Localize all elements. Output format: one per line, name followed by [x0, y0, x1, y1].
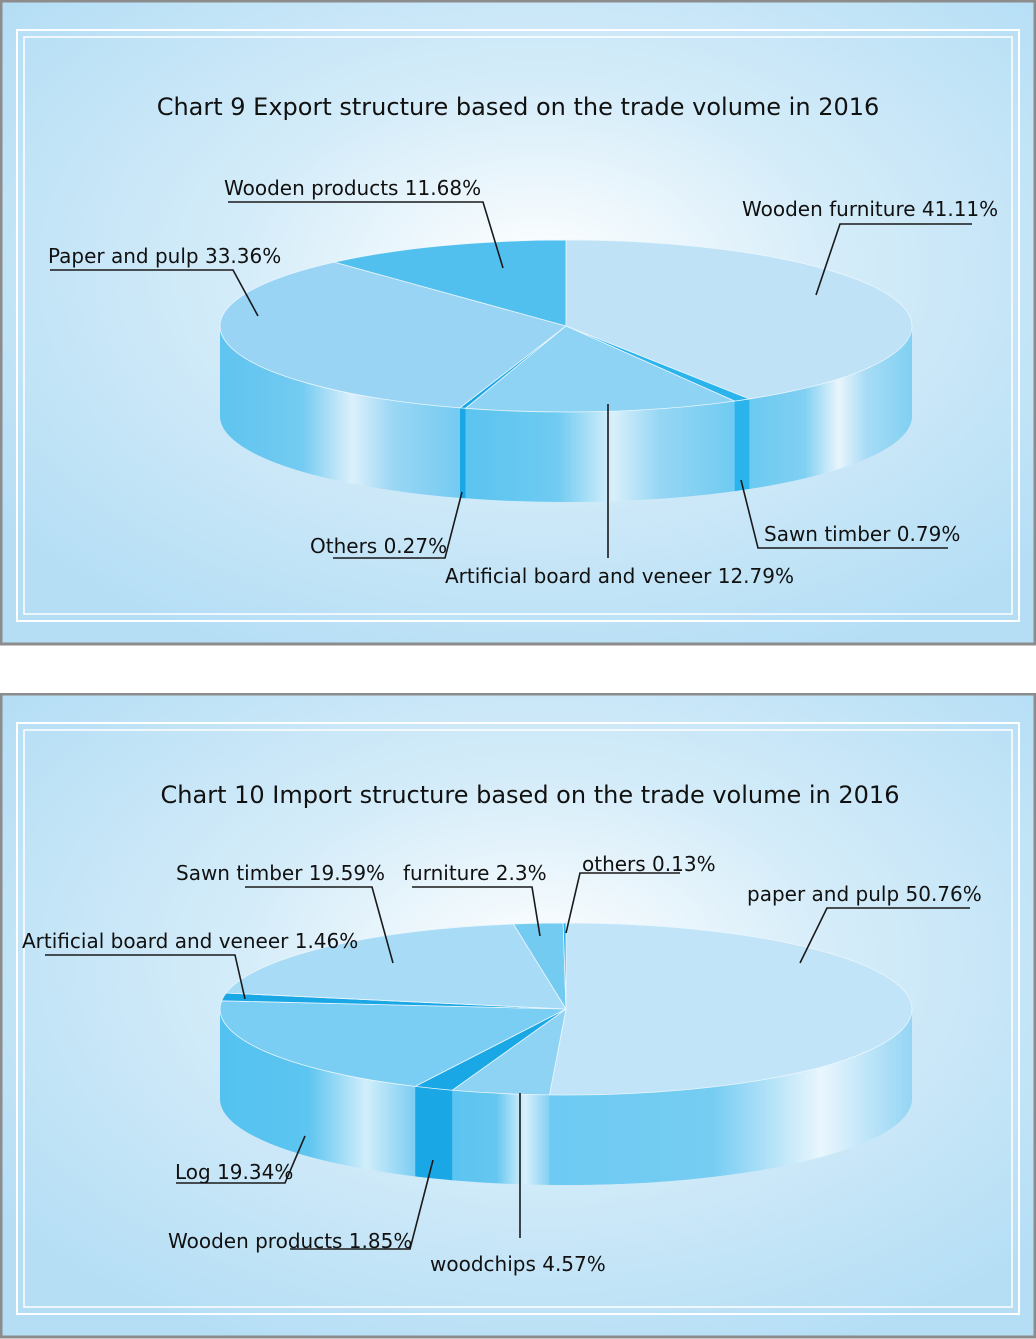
- pie-body: [219, 239, 913, 502]
- side-paper-and-pulp-tint: [549, 1009, 912, 1185]
- side-log-tint: [220, 1009, 416, 1177]
- side-others-tint: [459, 407, 466, 499]
- import-pie-chart: Chart 10 Import structure based on the t…: [0, 693, 1036, 1339]
- label-others: Others 0.27%: [310, 534, 447, 558]
- label-others: others 0.13%: [582, 852, 716, 876]
- pie-labels: paper and pulp 50.76% woodchips 4.57% Wo…: [22, 852, 982, 1276]
- side-paper-and-pulp: [220, 326, 460, 498]
- label-furniture: furniture 2.3%: [403, 861, 547, 885]
- slice-paper-and-pulp: [219, 261, 567, 409]
- slice-paper-and-pulp: [549, 922, 913, 1096]
- pie-body: [219, 922, 913, 1185]
- label-artificial-board: Artificial board and veneer 12.79%: [445, 564, 794, 588]
- label-artificial-board: Artificial board and veneer 1.46%: [22, 929, 358, 953]
- label-log: Log 19.34%: [175, 1160, 293, 1184]
- leader-line-log: [176, 1135, 306, 1184]
- export-pie-chart: Chart 9 Export structure based on the tr…: [0, 0, 1036, 646]
- label-paper-pulp: Paper and pulp 33.36%: [48, 244, 281, 268]
- leader-line-artificial-board: [45, 954, 246, 1000]
- side-artificial-board-and-veneer: [465, 401, 735, 502]
- leader-line-paper-pulp: [50, 269, 259, 317]
- slice-sawn-timber: [225, 923, 567, 1010]
- import-chart-panel: Chart 10 Import structure based on the t…: [0, 693, 1036, 1339]
- inner-frame-2: [23, 36, 1013, 615]
- label-sawn-timber: Sawn timber 0.79%: [764, 522, 960, 546]
- label-wooden-products: Wooden products 1.85%: [168, 1229, 412, 1253]
- slice-artificial-board-and-veneer: [464, 325, 737, 413]
- leader-line-wooden-products: [228, 201, 504, 269]
- leader-line-sawn-timber: [740, 479, 948, 549]
- leader-line-wooden-furniture: [815, 223, 972, 296]
- slice-log: [219, 1000, 567, 1087]
- side-woodchips: [452, 1090, 550, 1185]
- side-paper-and-pulp-tint: [220, 326, 460, 498]
- side-woodchips-tint: [452, 1090, 550, 1185]
- side-sawn-timber-tint: [734, 398, 750, 492]
- inner-frame: [16, 722, 1020, 1315]
- leader-line-sawn-timber: [245, 886, 394, 964]
- side-artificial-board-and-veneer-tint: [465, 401, 735, 502]
- slice-wooden-products: [334, 239, 567, 327]
- inner-frame: [16, 29, 1020, 622]
- label-wooden-furniture: Wooden furniture 41.11%: [742, 197, 998, 221]
- inner-frame-2: [23, 729, 1013, 1308]
- export-chart-panel: Chart 9 Export structure based on the tr…: [0, 0, 1036, 646]
- label-paper-pulp: paper and pulp 50.76%: [747, 882, 982, 906]
- side-log: [220, 1009, 416, 1177]
- leader-line-furniture: [412, 886, 541, 937]
- label-sawn-timber: Sawn timber 19.59%: [176, 861, 385, 885]
- label-wooden-products: Wooden products 11.68%: [224, 176, 481, 200]
- side-wooden-products-tint: [415, 1086, 453, 1181]
- pie-labels: Wooden furniture 41.11% Sawn timber 0.79…: [48, 176, 998, 588]
- slice-others: [562, 922, 567, 1010]
- chart-title: Chart 10 Import structure based on the t…: [161, 781, 900, 809]
- label-woodchips: woodchips 4.57%: [430, 1252, 606, 1276]
- chart-title: Chart 9 Export structure based on the tr…: [157, 93, 880, 121]
- leader-line-others: [333, 491, 463, 559]
- leader-line-paper-pulp: [799, 907, 970, 964]
- leader-line-wooden-products: [290, 1159, 434, 1250]
- leader-line-others: [565, 872, 680, 934]
- slice-wooden-furniture: [565, 239, 913, 400]
- side-paper-and-pulp: [549, 1009, 912, 1185]
